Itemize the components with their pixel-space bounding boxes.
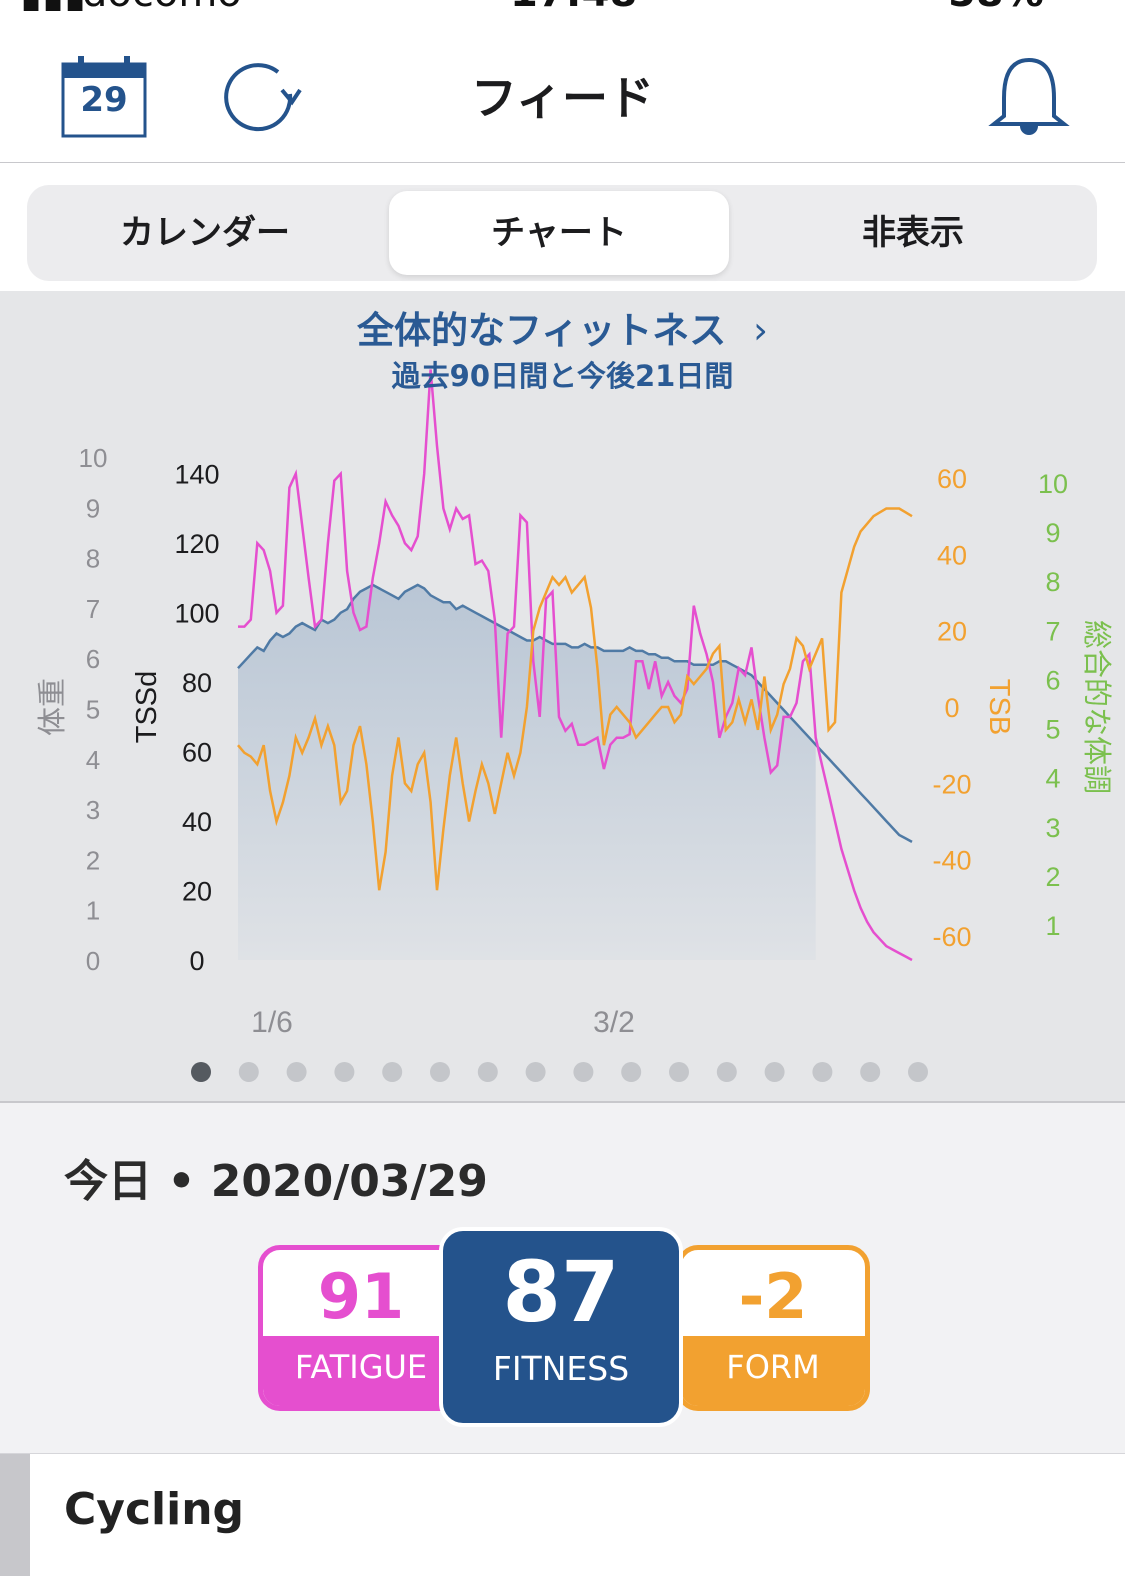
- tssd-tick-label: 40: [182, 807, 212, 837]
- weight-tick-label: 0: [86, 946, 100, 976]
- section-marker: [0, 1454, 30, 1576]
- wellness-axis-label: 総合的な体調: [1080, 620, 1114, 794]
- chart-title-link[interactable]: 全体的なフィットネス ›: [0, 309, 1125, 353]
- nav-header: 29 フィード: [0, 20, 1125, 163]
- fatigue-value: 91: [317, 1260, 405, 1333]
- chevron-right-icon: ›: [753, 309, 768, 352]
- weight-tick-label: 10: [79, 443, 108, 473]
- tab-calendar[interactable]: カレンダー: [120, 213, 290, 253]
- weight-tick-label: 6: [86, 644, 100, 674]
- clock-label: 17:48: [510, 0, 637, 16]
- weight-axis-label: 体重: [35, 678, 69, 736]
- tsb-tick-label: 20: [937, 617, 967, 647]
- wellness-tick-label: 9: [1045, 518, 1060, 548]
- fitness-value: 87: [502, 1243, 620, 1341]
- page-dot[interactable]: [191, 1062, 211, 1082]
- cycling-section[interactable]: Cycling: [0, 1453, 1125, 1576]
- tab-chart[interactable]: チャート: [389, 191, 729, 275]
- page-dot[interactable]: [764, 1062, 785, 1082]
- weight-tick-label: 3: [86, 795, 100, 825]
- tab-hidden[interactable]: 非表示: [862, 213, 964, 253]
- fatigue-box[interactable]: 91 FATIGUE: [258, 1245, 464, 1411]
- tsb-tick-label: 60: [937, 464, 967, 494]
- wellness-tick-label: 3: [1045, 813, 1060, 843]
- page-dot[interactable]: [430, 1062, 450, 1082]
- page-dot[interactable]: [621, 1062, 642, 1082]
- form-line: [237, 507, 913, 891]
- tsb-axis-label: TSB: [983, 679, 1015, 735]
- signal-icon: ▮▮▮: [20, 0, 86, 16]
- wellness-tick-label: 5: [1045, 715, 1060, 745]
- page-dot[interactable]: [334, 1062, 355, 1082]
- page-dot[interactable]: [669, 1062, 689, 1082]
- chart-subtitle: 過去90日間と今後21日間: [391, 359, 734, 393]
- status-bar: ▮▮▮ docomo 17:48 58%: [0, 0, 1125, 20]
- view-segmented-control: カレンダー チャート 非表示: [27, 185, 1097, 281]
- page-dot[interactable]: [238, 1062, 259, 1082]
- refresh-icon[interactable]: [218, 60, 304, 136]
- tsb-tick-label: 40: [937, 540, 967, 570]
- form-value: -2: [738, 1260, 808, 1333]
- weight-tick-label: 1: [86, 896, 100, 926]
- page-dot[interactable]: [525, 1062, 546, 1082]
- fitness-line: [237, 583, 913, 843]
- page-dot[interactable]: [812, 1062, 833, 1082]
- fatigue-line: [238, 369, 913, 962]
- weight-tick-label: 2: [86, 845, 100, 875]
- calendar-day: 29: [80, 80, 128, 120]
- battery-label: 58%: [948, 0, 1044, 16]
- wellness-tick-label: 1: [1045, 911, 1060, 941]
- fatigue-label: FATIGUE: [263, 1336, 459, 1406]
- x-tick-label: 3/2: [593, 1006, 635, 1039]
- today-section: 今日 • 2020/03/29 91 FATIGUE -2 FORM 87 FI…: [0, 1103, 1125, 1453]
- chart-panel: 0 1 2 3 4 5 6 7 8 9 10 0 20 40 60 80 100 120 140 60 40 20 0 -20…: [0, 291, 1125, 1103]
- wellness-tick-label: 8: [1045, 567, 1060, 597]
- wellness-tick-label: 6: [1045, 665, 1060, 695]
- wellness-tick-label: 4: [1045, 764, 1060, 794]
- fitness-box[interactable]: 87 FITNESS: [439, 1227, 683, 1427]
- tssd-axis-label: TSSd: [131, 671, 163, 744]
- page-dot[interactable]: [908, 1062, 928, 1082]
- tssd-tick-label: 80: [182, 668, 212, 698]
- carrier-label: docomo: [82, 0, 242, 16]
- today-date: 今日 • 2020/03/29: [64, 1156, 488, 1207]
- weight-tick-label: 7: [86, 594, 100, 624]
- page-title: フィード: [470, 71, 655, 125]
- page-dot[interactable]: [860, 1062, 881, 1082]
- tsb-tick-label: -40: [932, 846, 971, 876]
- page-dot[interactable]: [716, 1062, 737, 1082]
- wellness-tick-label: 10: [1038, 469, 1068, 499]
- tssd-tick-label: 60: [182, 738, 212, 768]
- weight-tick-label: 8: [86, 544, 100, 574]
- tssd-tick-label: 140: [174, 460, 219, 490]
- bell-icon[interactable]: [988, 54, 1070, 138]
- page-dot[interactable]: [286, 1062, 307, 1082]
- weight-tick-label: 9: [86, 493, 100, 523]
- form-label: FORM: [681, 1336, 865, 1406]
- wellness-tick-label: 7: [1045, 616, 1060, 646]
- tssd-tick-label: 20: [182, 877, 212, 907]
- wellness-tick-label: 2: [1045, 862, 1060, 892]
- tsb-tick-label: 0: [944, 693, 959, 723]
- tssd-tick-label: 100: [174, 599, 219, 629]
- page-dot[interactable]: [573, 1062, 594, 1082]
- section-label: Cycling: [64, 1484, 245, 1535]
- page-dot[interactable]: [382, 1062, 403, 1082]
- calendar-icon[interactable]: 29: [60, 54, 148, 140]
- page-dot[interactable]: [477, 1062, 498, 1082]
- tssd-tick-label: 0: [189, 946, 204, 976]
- form-box[interactable]: -2 FORM: [676, 1245, 870, 1411]
- tssd-tick-label: 120: [174, 529, 219, 559]
- weight-tick-label: 4: [86, 745, 100, 775]
- chart-title: 全体的なフィットネス: [357, 309, 727, 352]
- tsb-tick-label: -60: [932, 922, 971, 952]
- fitness-label: FITNESS: [492, 1349, 630, 1388]
- x-tick-label: 1/6: [251, 1006, 293, 1039]
- tsb-tick-label: -20: [932, 769, 971, 799]
- weight-tick-label: 5: [86, 695, 100, 725]
